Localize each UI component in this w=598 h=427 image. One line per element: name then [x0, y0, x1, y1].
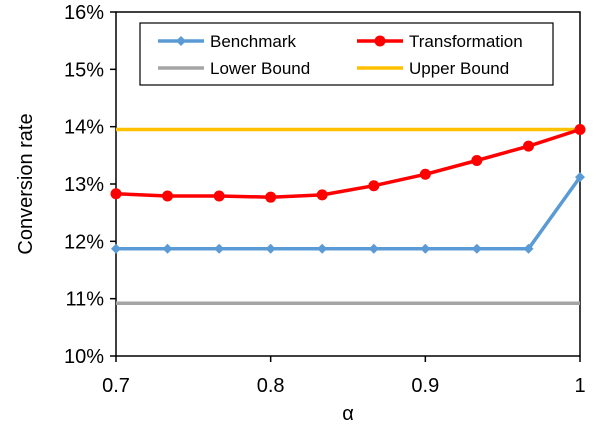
x-axis-title: α: [342, 403, 354, 425]
series-transformation: [110, 124, 586, 203]
y-tick-label: 12%: [64, 231, 104, 253]
series-line: [116, 176, 582, 251]
data-point: [420, 243, 431, 254]
data-point: [523, 243, 534, 254]
series-group: [110, 124, 586, 306]
legend-marker: [374, 35, 386, 47]
y-axis-title: Conversion rate: [15, 113, 37, 254]
data-point: [471, 154, 483, 166]
legend-label: Transformation: [409, 32, 523, 51]
data-point: [111, 243, 121, 254]
y-tick-label: 14%: [64, 117, 104, 139]
legend-label: Benchmark: [210, 32, 296, 51]
x-tick-label: 0.7: [102, 375, 130, 397]
legend-item-benchmark: Benchmark: [158, 32, 296, 51]
legend-item-transformation: Transformation: [357, 32, 523, 51]
data-point: [317, 243, 328, 254]
data-point: [316, 189, 328, 201]
data-point: [471, 243, 482, 254]
data-point: [110, 188, 122, 200]
data-point: [213, 190, 225, 202]
y-tick-label: 15%: [64, 59, 104, 81]
data-point: [265, 191, 277, 203]
legend-marker: [176, 36, 186, 46]
x-tick-label: 0.8: [257, 375, 285, 397]
data-point: [419, 168, 431, 180]
y-tick-label: 10%: [64, 346, 104, 368]
legend-item-lower-bound: Lower Bound: [158, 59, 310, 78]
y-tick-label: 16%: [64, 2, 104, 24]
legend-item-upper-bound: Upper Bound: [357, 59, 509, 78]
data-point: [214, 243, 225, 254]
series-line: [115, 127, 581, 199]
x-tick-label: 0.9: [411, 375, 439, 397]
x-tick-label: 1: [574, 375, 585, 397]
data-point: [522, 140, 534, 152]
axes: 10% 11% 12% 13% 14% 15% 16% 0.7 0.8 0.9 1: [64, 2, 586, 397]
legend-box: [139, 22, 554, 86]
data-point: [265, 243, 276, 254]
data-point: [368, 243, 379, 254]
data-point: [574, 124, 586, 136]
data-point: [368, 180, 380, 192]
data-point: [575, 172, 585, 183]
series-benchmark: [111, 172, 585, 254]
data-point: [162, 190, 174, 202]
legend: Benchmark Transformation Lower Bound Upper …: [139, 22, 554, 86]
data-point: [162, 243, 173, 254]
legend-label: Lower Bound: [210, 59, 310, 78]
y-tick-label: 11%: [65, 289, 104, 311]
legend-label: Upper Bound: [409, 59, 509, 78]
y-tick-label: 13%: [64, 174, 104, 196]
